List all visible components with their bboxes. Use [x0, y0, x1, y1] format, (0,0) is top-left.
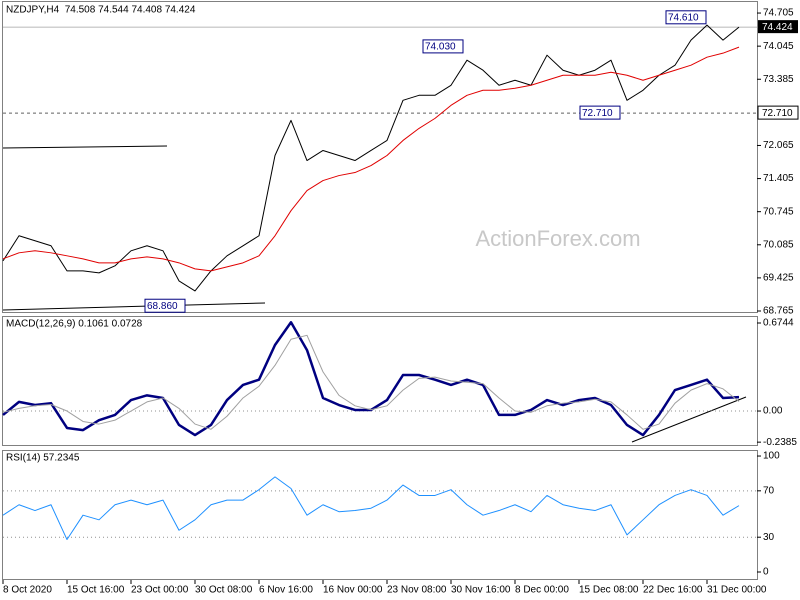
x-tick-label: 22 Dec 16:00: [643, 585, 703, 596]
annotation-label: 74.030: [425, 42, 456, 53]
trend-line: [2, 145, 168, 149]
x-tick-label: 23 Oct 00:00: [131, 585, 189, 596]
macd-frame: [2, 316, 758, 446]
y-tick-label: 0.00: [763, 406, 783, 417]
series-line: [2, 334, 740, 430]
x-tick-label: 8 Dec 00:00: [515, 585, 569, 596]
y-tick-label: 70.085: [763, 239, 794, 250]
y-tick-label: 72.065: [763, 140, 794, 151]
y-tick-label: -0.2385: [763, 437, 797, 448]
y-tick-label: 70: [763, 485, 775, 496]
x-tick-label: 31 Dec 00:00: [707, 585, 767, 596]
annotation-box: [422, 39, 464, 54]
macd-trend-line: [631, 396, 747, 443]
x-tick-label: 8 Oct 2020: [3, 585, 52, 596]
x-tick-label: 15 Oct 16:00: [67, 585, 125, 596]
rsi-title: RSI(14) 57.2345: [6, 453, 80, 464]
level-label: 72.710: [762, 108, 793, 119]
y-tick-label: 71.405: [763, 173, 794, 184]
macd-title: MACD(12,26,9) 0.1061 0.0728: [6, 319, 143, 330]
annotation-label: 72.710: [582, 108, 613, 119]
series-line: [2, 476, 740, 541]
current-price-label: 74.424: [762, 22, 793, 33]
watermark: ActionForex.com: [475, 226, 640, 251]
y-tick-label: 73.385: [763, 74, 794, 85]
x-tick-label: 6 Nov 16:00: [259, 585, 313, 596]
series-line: [2, 46, 740, 272]
y-tick-label: 100: [763, 451, 780, 462]
x-tick-label: 15 Dec 08:00: [579, 585, 639, 596]
trend-line: [2, 302, 266, 311]
y-tick-label: 0: [763, 567, 769, 578]
price-frame: [2, 1, 758, 313]
y-tick-label: 70.745: [763, 206, 794, 217]
current-price-box: [758, 20, 798, 34]
rsi-frame: [2, 450, 758, 580]
level-box: [757, 105, 799, 120]
y-tick-label: 74.705: [763, 8, 794, 19]
x-tick-label: 16 Nov 00:00: [323, 585, 383, 596]
annotation-label: 68.860: [147, 301, 178, 312]
x-tick-label: 23 Nov 08:00: [387, 585, 447, 596]
annotation-label: 74.610: [668, 12, 699, 23]
price-title: NZDJPY,H4 74.508 74.544 74.408 74.424: [6, 5, 196, 16]
y-tick-label: 68.765: [763, 306, 794, 317]
y-tick-label: 30: [763, 532, 775, 543]
x-tick-label: 30 Nov 16:00: [451, 585, 511, 596]
y-tick-label: 74.045: [763, 41, 794, 52]
annotation-box: [144, 298, 186, 313]
y-tick-label: 0.6744: [763, 318, 794, 329]
x-tick-label: 30 Oct 08:00: [195, 585, 253, 596]
annotation-box: [579, 105, 621, 120]
y-tick-label: 69.425: [763, 273, 794, 284]
annotation-box: [665, 10, 707, 25]
